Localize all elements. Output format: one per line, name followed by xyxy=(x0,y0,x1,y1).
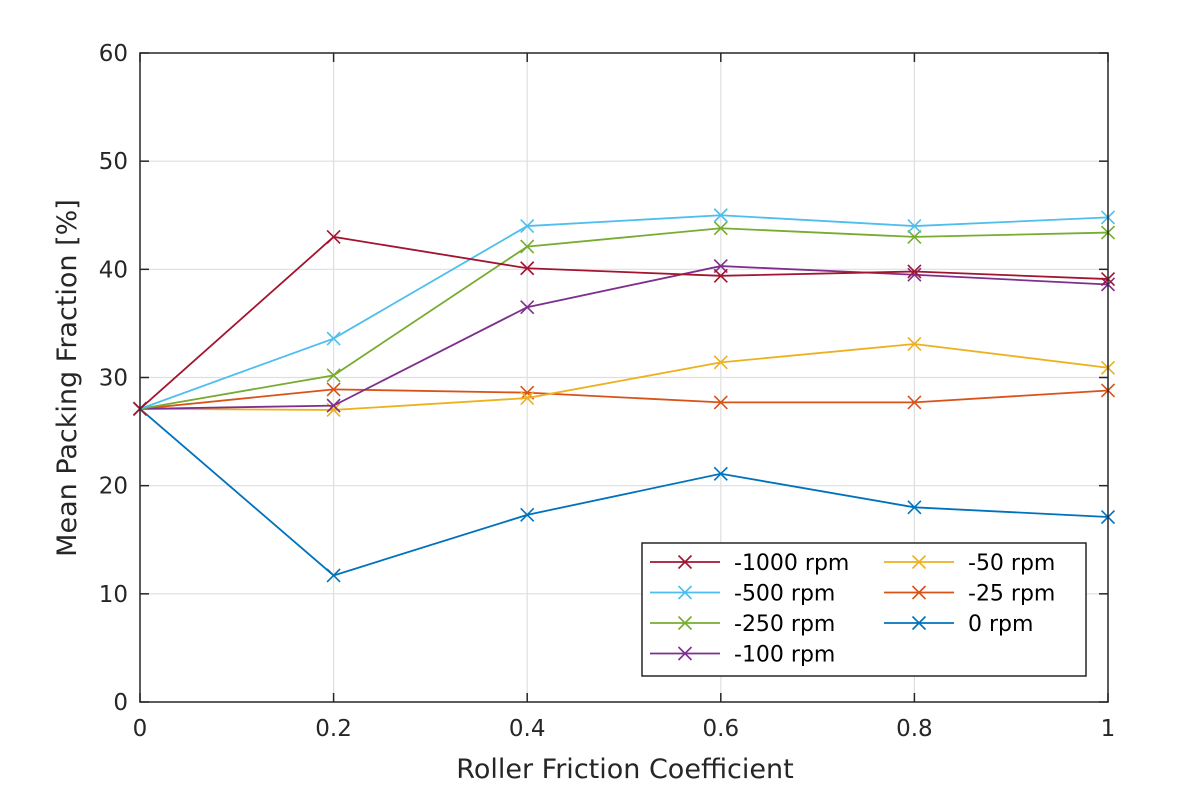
data-point-500-rpm xyxy=(326,331,341,346)
x-tick-label: 0.8 xyxy=(896,716,933,742)
data-point-50-rpm xyxy=(713,355,728,370)
data-point-250-rpm xyxy=(520,239,535,254)
data-point-1000-rpm xyxy=(907,264,922,279)
y-tick-label: 0 xyxy=(113,690,128,716)
legend-item-50-rpm: -50 rpm xyxy=(884,551,1055,576)
y-tick-label: 50 xyxy=(99,149,128,175)
series-line-100-rpm xyxy=(139,265,1109,410)
series-250-rpm xyxy=(132,221,1116,416)
data-point-250-rpm xyxy=(907,229,922,244)
data-point-0-rpm xyxy=(326,568,341,583)
legend-item-0-rpm: 0 rpm xyxy=(884,612,1033,637)
y-tick-label: 60 xyxy=(99,41,128,67)
data-point-50-rpm xyxy=(520,390,535,406)
data-point-250-rpm xyxy=(713,221,728,236)
legend-item-25-rpm: -25 rpm xyxy=(884,582,1055,607)
series-line-0-rpm xyxy=(139,408,1109,577)
legend-marker xyxy=(911,554,927,570)
data-point-0-rpm xyxy=(520,507,535,522)
y-tick-label: 30 xyxy=(99,366,128,392)
legend-item-500-rpm: -500 rpm xyxy=(650,582,835,607)
legend-item-1000-rpm: -1000 rpm xyxy=(650,551,849,576)
data-point-25-rpm xyxy=(326,382,341,397)
legend-marker xyxy=(677,585,693,600)
series-line-50-rpm xyxy=(139,343,1109,411)
data-point-25-rpm xyxy=(907,395,922,410)
y-axis-title: Mean Packing Fraction [%] xyxy=(52,199,83,557)
x-tick-label: 0.4 xyxy=(509,716,546,742)
data-point-500-rpm xyxy=(907,219,922,234)
legend-label: 0 rpm xyxy=(968,612,1033,637)
data-point-1000-rpm xyxy=(713,268,728,283)
data-point-50-rpm xyxy=(907,336,922,352)
legend-label: -1000 rpm xyxy=(734,551,849,576)
data-point-100-rpm xyxy=(907,267,922,282)
series-layer xyxy=(132,208,1116,583)
legend-label: -250 rpm xyxy=(734,612,835,637)
data-point-25-rpm xyxy=(713,395,728,410)
series-line-1000-rpm xyxy=(139,235,1109,410)
data-point-1000-rpm xyxy=(326,229,341,244)
data-point-500-rpm xyxy=(713,208,728,223)
legend-marker xyxy=(911,615,927,631)
data-point-0-rpm xyxy=(713,466,728,481)
legend-item-250-rpm: -250 rpm xyxy=(650,612,835,637)
legend-marker xyxy=(677,646,693,661)
x-tick-label: 0.6 xyxy=(703,716,740,742)
legend-marker xyxy=(677,615,693,631)
series-line-500-rpm xyxy=(139,214,1109,410)
legend-label: -100 rpm xyxy=(734,643,835,668)
data-point-100-rpm xyxy=(520,300,535,315)
x-tick-label: 1 xyxy=(1101,716,1116,742)
legend-label: -25 rpm xyxy=(968,582,1055,607)
data-point-100-rpm xyxy=(326,398,341,413)
x-tick-label: 0 xyxy=(133,716,148,742)
data-point-250-rpm xyxy=(326,368,341,383)
x-axis-title: Roller Friction Coefficient xyxy=(456,754,793,785)
legend-marker xyxy=(677,554,693,570)
x-tick-label: 0.2 xyxy=(315,716,352,742)
grid xyxy=(140,53,1108,702)
legend-item-100-rpm: -100 rpm xyxy=(650,643,835,668)
series-1000-rpm xyxy=(132,229,1116,416)
series-line-25-rpm xyxy=(139,388,1109,410)
series-line-250-rpm xyxy=(139,227,1109,410)
legend-label: -50 rpm xyxy=(968,551,1055,576)
legend-label: -500 rpm xyxy=(734,582,835,607)
y-tick-label: 40 xyxy=(99,257,128,283)
legend: -1000 rpm -500 rpm -250 rpm -100 rpm -50 rpm… xyxy=(641,542,1087,677)
data-point-0-rpm xyxy=(907,500,922,515)
y-tick-label: 20 xyxy=(99,474,128,500)
legend-marker xyxy=(911,585,927,600)
data-point-500-rpm xyxy=(520,219,535,234)
data-point-1000-rpm xyxy=(520,261,535,276)
y-tick-label: 10 xyxy=(99,582,128,608)
